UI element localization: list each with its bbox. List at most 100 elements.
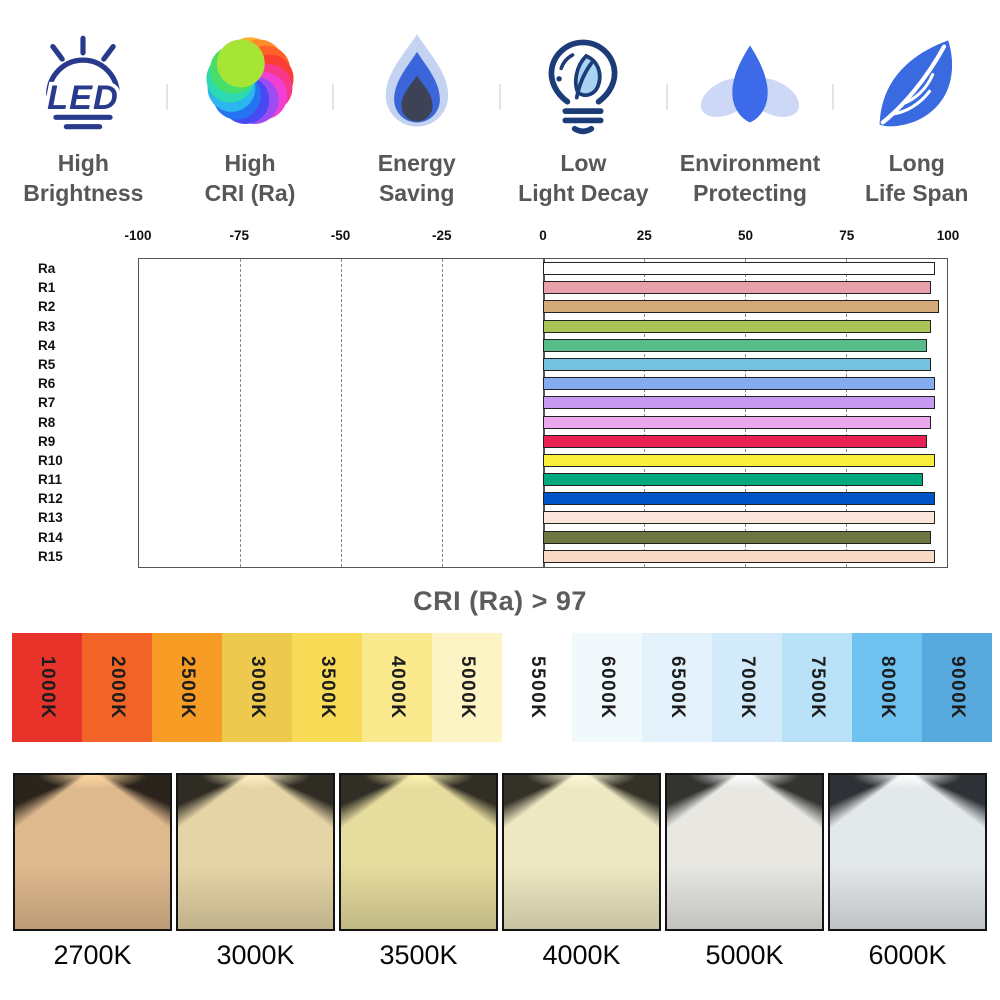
temp-swatch-label: 9000K — [947, 655, 968, 720]
svg-text:LED: LED — [47, 79, 119, 117]
rainbow-swirl-icon — [198, 26, 302, 140]
axis-tick-label: -75 — [229, 228, 250, 243]
temp-swatch-label: 2000K — [107, 655, 128, 720]
beam-photo-6000K — [828, 773, 987, 931]
feature-label-line1: Environment — [679, 150, 821, 176]
temp-swatch-label: 4000K — [387, 655, 408, 720]
chart-row-label: R13 — [38, 510, 63, 526]
gridline — [442, 259, 443, 567]
chart-row-label: R3 — [38, 318, 56, 334]
chart-bar-R7 — [543, 396, 935, 410]
beam-label: 5000K — [705, 940, 784, 970]
feature-label: Environment Protecting — [680, 148, 821, 209]
beam-photo-5000K — [665, 773, 824, 931]
temp-swatch-label: 3500K — [317, 655, 338, 720]
feature-label-line2: Life Span — [864, 180, 969, 207]
chart-row-label: R7 — [38, 395, 56, 411]
feature-row: LED High Brightness High CRI (Ra) — [0, 26, 1000, 209]
axis-tick-label: 100 — [936, 228, 960, 243]
chart-bar-R4 — [543, 338, 927, 352]
gridline — [745, 259, 746, 567]
beam-photo-2700K — [13, 773, 172, 931]
temp-swatch-label: 7500K — [807, 655, 828, 720]
chart-bar-R10 — [543, 453, 935, 467]
gridline — [644, 259, 645, 567]
temp-swatch-label: 8000K — [877, 655, 898, 720]
temp-swatch-label: 6000K — [597, 655, 618, 720]
axis-tick-label: -50 — [330, 228, 351, 243]
zero-axis-line — [543, 259, 545, 567]
chart-bar-R1 — [543, 281, 931, 295]
axis-tick-label: 50 — [737, 228, 754, 243]
temp-swatch-9000K: 9000K — [922, 633, 992, 742]
feature-label-line1: High — [57, 150, 109, 176]
feature-energy-saving: Energy Saving — [332, 26, 500, 209]
temp-swatch-label: 3000K — [247, 655, 268, 720]
temp-swatch-6000K: 6000K — [572, 633, 642, 742]
temp-swatch-3500K: 3500K — [292, 633, 362, 742]
chart-row-label: Ra — [38, 261, 56, 276]
chart-row-label: R12 — [38, 491, 63, 507]
beam-photo-row — [13, 773, 987, 931]
temp-swatch-label: 7000K — [737, 655, 758, 720]
beam-photo-3000K — [176, 773, 335, 931]
temp-swatch-label: 6500K — [667, 655, 688, 720]
chart-row-label: R8 — [38, 414, 56, 430]
axis-tick-label: 0 — [539, 228, 547, 243]
chart-row-label: R1 — [38, 280, 56, 296]
temp-swatch-5500K: 5500K — [502, 633, 572, 742]
axis-tick-label: -25 — [431, 228, 452, 243]
chart-row-label: R6 — [38, 376, 56, 392]
beam-label: 2700K — [53, 940, 132, 970]
axis-tick-label: 25 — [636, 228, 652, 243]
beam-label-row: 2700K 3000K 3500K 4000K 5000K 6000K — [13, 940, 987, 971]
temp-swatch-1000K: 1000K — [12, 633, 82, 742]
feature-label: Energy Saving — [378, 148, 456, 209]
beam-photo-3500K — [339, 773, 498, 931]
temp-swatch-7000K: 7000K — [712, 633, 782, 742]
chart-bar-R13 — [543, 511, 935, 525]
feature-label-line2: Protecting — [693, 180, 807, 207]
cri-chart-title: CRI (Ra) > 97 — [413, 586, 587, 616]
feature-label: Low Light Decay — [518, 148, 648, 209]
leaf-icon — [865, 26, 969, 140]
feature-label: High Brightness — [23, 148, 143, 209]
feature-high-cri: High CRI (Ra) — [165, 26, 334, 209]
feature-label-line2: Light Decay — [518, 180, 649, 207]
gridline — [240, 259, 241, 567]
temp-swatch-label: 2500K — [177, 655, 198, 720]
temp-swatch-label: 1000K — [37, 655, 58, 720]
chart-row-label: R14 — [38, 529, 63, 545]
beam-label: 4000K — [542, 940, 621, 970]
chart-row-label: R5 — [38, 356, 56, 372]
gridline — [846, 259, 847, 567]
temp-swatch-label: 5000K — [457, 655, 478, 720]
temp-swatch-4000K: 4000K — [362, 633, 432, 742]
beam-label: 6000K — [868, 940, 947, 970]
beam-photo-4000K — [502, 773, 661, 931]
chart-bar-R14 — [543, 530, 931, 544]
lotus-icon — [698, 26, 802, 140]
bulb-leaf-icon — [531, 26, 635, 140]
chart-bar-R2 — [543, 300, 939, 314]
temp-swatch-7500K: 7500K — [782, 633, 852, 742]
temperature-scale: 1000K 2000K 2500K 3000K 3500K 4000K 5000K 5500K… — [12, 633, 992, 742]
feature-label-line1: Long — [888, 150, 945, 176]
feature-label-line1: Energy — [377, 150, 456, 176]
chart-row-label: R10 — [38, 452, 63, 468]
chart-bar-R5 — [543, 357, 931, 371]
chart-row-label: R9 — [38, 433, 56, 449]
temp-swatch-2500K: 2500K — [152, 633, 222, 742]
temp-swatch-5000K: 5000K — [432, 633, 502, 742]
cri-chart-row-labels: Ra R1 R2 R3 R4 R5 R6 R7 R8 R9 R10 R11 R12 R13 R14 R15 — [38, 258, 134, 568]
beam-label: 3000K — [216, 940, 295, 970]
temp-swatch-3000K: 3000K — [222, 633, 292, 742]
feature-high-brightness: LED High Brightness — [0, 26, 167, 209]
chart-bar-R6 — [543, 377, 935, 391]
feature-environment-protecting: Environment Protecting — [665, 26, 834, 209]
feature-label: High CRI (Ra) — [205, 148, 296, 209]
gridline — [341, 259, 342, 567]
led-icon: LED — [31, 26, 135, 140]
temp-swatch-6500K: 6500K — [642, 633, 712, 742]
